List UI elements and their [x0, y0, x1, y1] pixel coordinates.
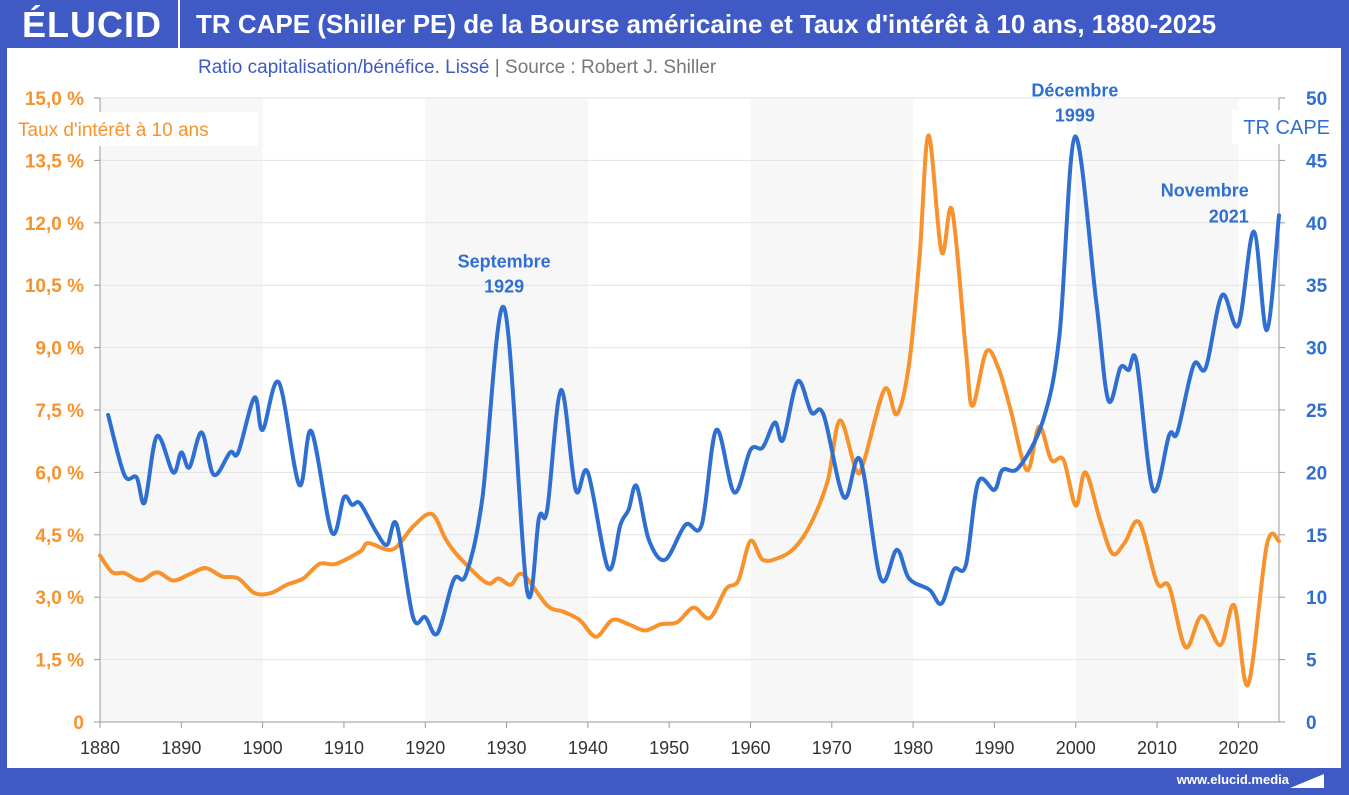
left-tick-label: 10,5 %: [25, 276, 84, 297]
left-tick-label: 6,0 %: [35, 463, 84, 484]
cape-series-line: [106, 134, 1281, 637]
right-tick-label: 25: [1306, 401, 1328, 422]
rate-series-line: [98, 133, 1281, 688]
right-tick-label: 35: [1306, 276, 1328, 297]
right-tick-label: 0: [1306, 713, 1317, 734]
right-tick-label: 50: [1306, 89, 1327, 110]
header: ÉLUCID TR CAPE (Shiller PE) de la Bourse…: [0, 0, 1349, 48]
right-axis-label-box: [1232, 110, 1334, 144]
left-tick-label: 0: [73, 713, 84, 734]
annotation-month: Décembre: [1031, 81, 1118, 101]
left-tick-label: 7,5 %: [35, 401, 84, 422]
left-tick-label: 3,0 %: [35, 588, 84, 609]
source-text: Source : Robert J. Shiller: [505, 57, 717, 78]
footer-url[interactable]: www.elucid.media: [1176, 772, 1289, 787]
right-tick-label: 45: [1306, 151, 1328, 172]
annotation-month: Novembre: [1161, 181, 1249, 201]
right-tick-label: 15: [1306, 526, 1328, 547]
subtitle-text: Ratio capitalisation/bénéfice. Lissé: [198, 57, 490, 78]
x-tick-label: 1970: [812, 738, 852, 758]
x-tick-label: 1960: [730, 738, 770, 758]
left-axis-label-box: [12, 112, 258, 146]
x-tick-label: 1900: [243, 738, 283, 758]
x-tick-label: 1890: [161, 738, 201, 758]
left-tick-label: 1,5 %: [35, 651, 84, 672]
x-tick-label: 2020: [1218, 738, 1258, 758]
right-tick-label: 10: [1306, 588, 1327, 609]
x-tick-label: 1950: [649, 738, 689, 758]
x-tick-label: 1980: [893, 738, 933, 758]
left-tick-label: 4,5 %: [35, 526, 84, 547]
right-axis-label: TR CAPE: [1243, 117, 1330, 139]
subtitle-separator: |: [494, 57, 500, 78]
x-tick-label: 2010: [1137, 738, 1177, 758]
x-tick-label: 1940: [568, 738, 608, 758]
annotation-month: Septembre: [458, 252, 551, 272]
elucid-logo: ÉLUCID: [22, 4, 162, 45]
chart-subtitle: Ratio capitalisation/bénéfice. Lissé | S…: [198, 57, 716, 79]
header-divider: [178, 0, 180, 48]
chart-title: TR CAPE (Shiller PE) de la Bourse améric…: [196, 9, 1217, 39]
right-tick-label: 5: [1306, 651, 1317, 672]
right-tick-label: 40: [1306, 214, 1327, 235]
annotation-year: 1929: [484, 277, 524, 297]
annotation-year: 2021: [1209, 207, 1249, 227]
x-tick-label: 2000: [1056, 738, 1096, 758]
left-tick-label: 13,5 %: [25, 151, 84, 172]
left-tick-label: 15,0 %: [25, 89, 84, 110]
x-tick-label: 1910: [324, 738, 364, 758]
left-axis-label: Taux d'intérêt à 10 ans: [18, 120, 209, 141]
right-tick-label: 20: [1306, 463, 1327, 484]
x-tick-label: 1930: [487, 738, 527, 758]
x-tick-label: 1880: [80, 738, 120, 758]
left-tick-label: 12,0 %: [25, 214, 84, 235]
right-tick-label: 30: [1306, 339, 1327, 360]
elucid-footer-logo-icon: [1290, 774, 1324, 788]
x-tick-label: 1920: [405, 738, 445, 758]
annotation-year: 1999: [1055, 106, 1095, 126]
left-tick-label: 9,0 %: [35, 339, 84, 360]
x-tick-label: 1990: [974, 738, 1014, 758]
